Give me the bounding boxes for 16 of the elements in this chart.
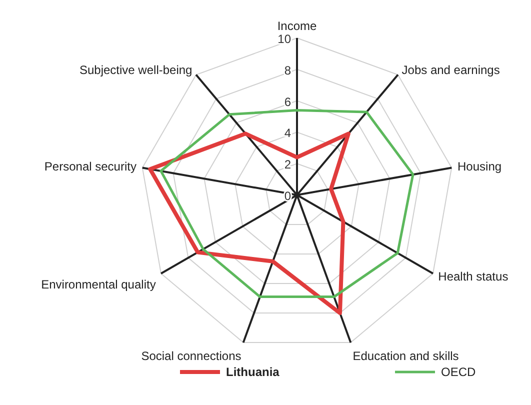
y-tick-label: 10 bbox=[278, 32, 292, 46]
y-tick-label: 2 bbox=[284, 158, 292, 172]
spoke-label: Education and skills bbox=[352, 349, 459, 364]
spoke-label: Social connections bbox=[141, 349, 242, 364]
spoke-label: Income bbox=[277, 19, 317, 33]
legend-label: OECD bbox=[441, 365, 476, 379]
y-tick-label: 4 bbox=[284, 126, 292, 140]
legend-label: Lithuania bbox=[226, 365, 280, 379]
spoke-label: Jobs and earnings bbox=[402, 63, 500, 78]
y-tick-label: 8 bbox=[284, 63, 292, 78]
spoke-label: Environmental quality bbox=[41, 278, 156, 292]
spoke-label: Housing bbox=[458, 160, 502, 174]
y-tick-label: 6 bbox=[284, 94, 292, 109]
spoke-label: Health status bbox=[438, 270, 508, 284]
spoke-label: Subjective well-being bbox=[79, 63, 192, 78]
spoke-label: Personal security bbox=[44, 160, 136, 174]
